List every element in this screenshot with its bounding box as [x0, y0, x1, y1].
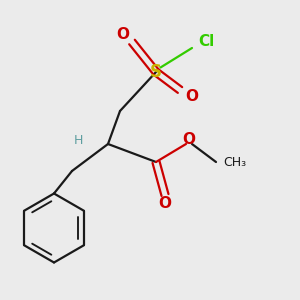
Text: O: O	[116, 27, 130, 42]
Text: CH₃: CH₃	[224, 155, 247, 169]
Text: O: O	[158, 196, 172, 211]
Text: O: O	[182, 132, 196, 147]
Text: O: O	[185, 88, 199, 104]
Text: H: H	[73, 134, 83, 148]
Text: S: S	[150, 63, 162, 81]
Text: Cl: Cl	[198, 34, 214, 50]
